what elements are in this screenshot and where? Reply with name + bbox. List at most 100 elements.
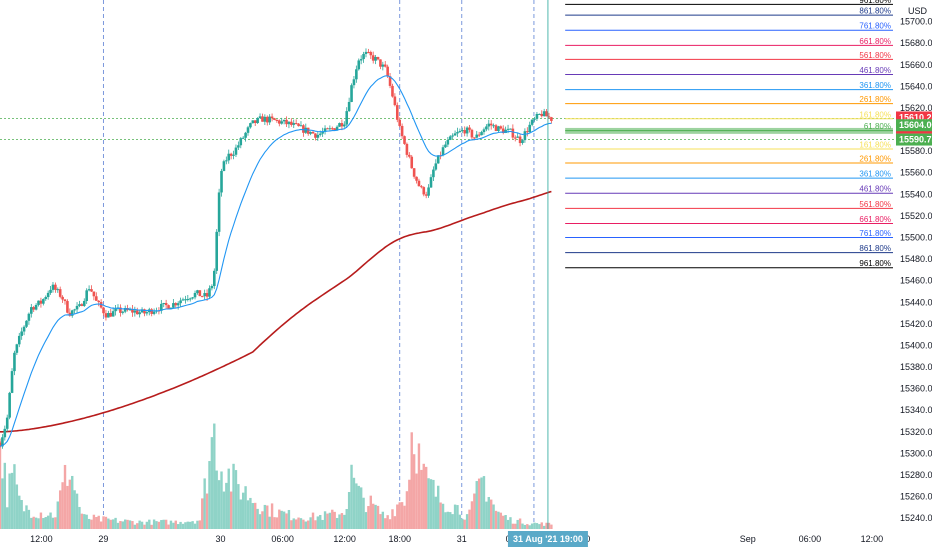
volume-bar bbox=[92, 514, 96, 529]
candle-body bbox=[388, 76, 392, 86]
volume-bar bbox=[71, 475, 74, 529]
volume-bar bbox=[258, 514, 262, 529]
volume-bar bbox=[56, 501, 59, 529]
volume-bar bbox=[449, 512, 452, 529]
price-tick-label: 15540.00 bbox=[900, 189, 932, 199]
volume-bar bbox=[311, 512, 315, 529]
volume-bar bbox=[352, 477, 356, 529]
candle-body bbox=[294, 123, 298, 125]
volume-bar bbox=[78, 506, 81, 529]
volume-bar bbox=[254, 502, 257, 529]
fib-level-label: 961.80% bbox=[859, 0, 891, 5]
volume-bar bbox=[345, 509, 348, 529]
time-tick-label: 06:00 bbox=[271, 534, 294, 544]
candle-body bbox=[75, 305, 79, 310]
candle-body bbox=[275, 119, 279, 121]
price-tick-label: 15300.00 bbox=[900, 448, 932, 458]
volume-bar bbox=[1, 478, 4, 529]
volume-bar bbox=[198, 520, 202, 529]
candle-body bbox=[542, 111, 546, 117]
volume-bar bbox=[364, 512, 368, 529]
volume-bar bbox=[150, 524, 153, 529]
price-tag-value: 15590.75 bbox=[899, 135, 932, 145]
volume-bar bbox=[306, 520, 310, 529]
candle-body bbox=[20, 331, 23, 336]
volume-bar bbox=[186, 521, 190, 529]
candle-body bbox=[434, 163, 438, 170]
fib-level-label: 861.80% bbox=[859, 7, 891, 16]
volume-bar bbox=[246, 500, 250, 529]
candle-body bbox=[386, 66, 389, 77]
volume-bar bbox=[27, 509, 31, 529]
candle-body bbox=[333, 128, 336, 130]
volume-bar bbox=[374, 504, 377, 529]
candle-body bbox=[420, 186, 423, 188]
volume-bar bbox=[205, 493, 209, 529]
volume-bar bbox=[239, 499, 242, 529]
fib-level-label: 661.80% bbox=[859, 215, 891, 224]
candle-body bbox=[82, 300, 86, 306]
candle-body bbox=[261, 116, 264, 122]
ema-fast-line bbox=[0, 75, 552, 447]
volume-bar bbox=[547, 522, 551, 529]
volume-bar bbox=[121, 521, 124, 529]
volume-bar bbox=[359, 487, 363, 529]
candle-body bbox=[13, 352, 16, 372]
volume-bar bbox=[393, 516, 397, 529]
volume-bar bbox=[184, 522, 187, 529]
candle-body bbox=[114, 308, 117, 312]
volume-bar bbox=[388, 519, 392, 529]
candle-body bbox=[530, 119, 534, 125]
candle-body bbox=[205, 293, 209, 297]
volume-bar bbox=[285, 513, 288, 529]
volume-bar bbox=[485, 501, 488, 529]
price-tick-label: 15500.00 bbox=[900, 233, 932, 243]
price-tick-label: 15480.00 bbox=[900, 254, 932, 264]
volume-bar bbox=[410, 432, 413, 529]
candle-body bbox=[140, 309, 144, 313]
candle-body bbox=[405, 143, 409, 155]
volume-bar bbox=[328, 512, 332, 529]
volume-bar bbox=[49, 512, 52, 529]
volume-bar bbox=[15, 484, 19, 529]
fibonacci-extension[interactable]: 961.80% 861.80% 761.80% 661.80% 561.80% 461.8… bbox=[565, 0, 893, 269]
candle-body bbox=[383, 64, 387, 67]
price-tick-label: 15560.00 bbox=[900, 168, 932, 178]
volume-bar bbox=[437, 485, 440, 529]
candle-body bbox=[167, 305, 170, 309]
fib-level-label: 361.80% bbox=[859, 170, 891, 179]
volume-bar bbox=[299, 518, 303, 529]
volume-bar bbox=[538, 524, 541, 529]
volume-bar bbox=[480, 477, 483, 529]
candle-body bbox=[90, 289, 93, 292]
candle-body bbox=[87, 289, 91, 291]
volume-bar bbox=[140, 521, 144, 529]
price-tag bbox=[896, 119, 932, 132]
volume-bar bbox=[174, 520, 177, 529]
volume-bar bbox=[13, 464, 16, 529]
time-axis[interactable]: 12:00293006:0012:0018:003106:0012:00Sep0… bbox=[0, 529, 932, 550]
volume-bar bbox=[107, 518, 110, 529]
volume-bar bbox=[203, 478, 206, 529]
volume-bar bbox=[400, 502, 404, 529]
volume-bar bbox=[326, 513, 329, 529]
volume-bar bbox=[46, 515, 50, 529]
volume-bar bbox=[160, 520, 163, 529]
candle-body bbox=[347, 101, 351, 112]
candle-body bbox=[535, 113, 539, 119]
candle-body bbox=[429, 177, 433, 188]
volume-bar bbox=[68, 479, 72, 529]
volume-bar bbox=[502, 515, 505, 529]
volume-bar bbox=[521, 523, 524, 529]
volume-bar bbox=[535, 523, 539, 529]
volume-bar bbox=[193, 523, 197, 529]
price-axis[interactable]: 15700.00 15680.00 15660.00 15640.00 15620.00… bbox=[896, 0, 932, 550]
fib-level-label: 61.80% bbox=[864, 122, 891, 131]
volume-bar bbox=[268, 516, 271, 529]
candle-body bbox=[480, 132, 483, 136]
candle-body bbox=[237, 145, 240, 148]
volume-bar bbox=[417, 443, 421, 529]
candle-body bbox=[73, 309, 76, 311]
